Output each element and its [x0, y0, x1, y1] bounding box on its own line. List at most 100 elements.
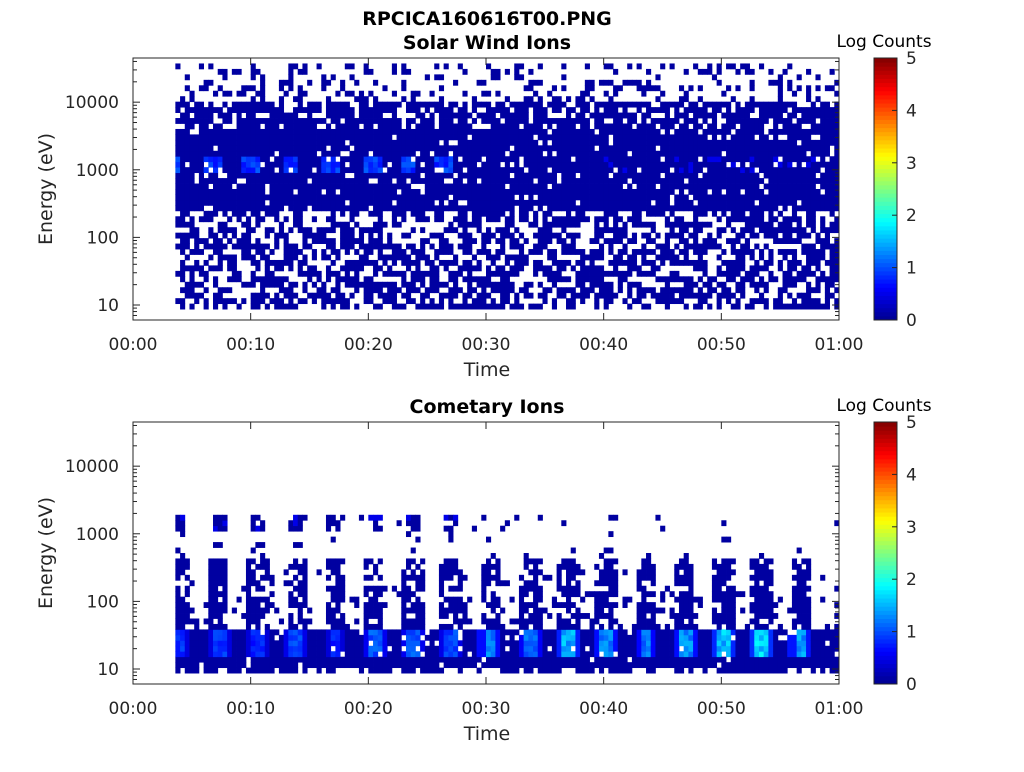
- heatmap-cell: [448, 113, 453, 119]
- heatmap-cell: [467, 238, 472, 244]
- heatmap-cell: [185, 107, 190, 113]
- heatmap-cell: [194, 167, 199, 173]
- heatmap-cell: [599, 178, 604, 184]
- heatmap-cell: [472, 238, 477, 244]
- heatmap-cell: [335, 282, 340, 288]
- heatmap-cell: [505, 173, 510, 179]
- heatmap-cell: [608, 113, 613, 119]
- heatmap-cell: [222, 233, 227, 239]
- heatmap-cell: [321, 646, 326, 652]
- heatmap-cell: [500, 124, 505, 130]
- heatmap-cell: [467, 156, 472, 162]
- heatmap-cell: [462, 124, 467, 130]
- heatmap-cell: [604, 91, 609, 97]
- heatmap-cell: [646, 102, 651, 108]
- heatmap-cell: [453, 80, 458, 86]
- heatmap-cell: [491, 151, 496, 157]
- heatmap-cell: [660, 255, 665, 261]
- heatmap-cell: [618, 249, 623, 255]
- heatmap-cell: [317, 640, 322, 646]
- heatmap-cell: [350, 216, 355, 222]
- heatmap-cell: [382, 102, 387, 108]
- heatmap-cell: [175, 216, 180, 222]
- heatmap-cell: [717, 102, 722, 108]
- heatmap-cell: [622, 222, 627, 228]
- heatmap-cell: [750, 151, 755, 157]
- heatmap-cell: [350, 244, 355, 250]
- heatmap-cell: [302, 662, 307, 668]
- heatmap-cell: [317, 129, 322, 135]
- heatmap-cell: [180, 205, 185, 211]
- heatmap-cell: [825, 227, 830, 233]
- heatmap-cell: [213, 624, 218, 630]
- heatmap-cell: [618, 238, 623, 244]
- heatmap-cell: [778, 227, 783, 233]
- heatmap-cell: [180, 271, 185, 277]
- heatmap-cell: [218, 608, 223, 614]
- heatmap-cell: [646, 80, 651, 86]
- heatmap-cell: [453, 124, 458, 130]
- heatmap-cell: [237, 216, 242, 222]
- colorbar-segment: [874, 83, 897, 88]
- heatmap-cell: [594, 271, 599, 277]
- heatmap-cell: [241, 162, 246, 168]
- heatmap-cell: [806, 118, 811, 124]
- heatmap-cell: [778, 85, 783, 91]
- heatmap-cell: [632, 298, 637, 304]
- heatmap-cell: [194, 151, 199, 157]
- heatmap-cell: [519, 200, 524, 206]
- heatmap-cell: [350, 265, 355, 271]
- heatmap-cell: [693, 107, 698, 113]
- heatmap-cell: [519, 145, 524, 151]
- heatmap-cell: [340, 597, 345, 603]
- colorbar-segment: [874, 156, 897, 161]
- heatmap-cell: [335, 151, 340, 157]
- heatmap-cell: [232, 211, 237, 217]
- heatmap-cell: [326, 167, 331, 173]
- heatmap-cell: [830, 276, 835, 282]
- colorbar-segment: [874, 218, 897, 223]
- heatmap-cell: [185, 558, 190, 564]
- heatmap-cell: [204, 167, 209, 173]
- heatmap-cell: [698, 304, 703, 310]
- heatmap-cell: [208, 189, 213, 195]
- heatmap-cell: [288, 597, 293, 603]
- heatmap-cell: [284, 216, 289, 222]
- heatmap-cell: [703, 222, 708, 228]
- heatmap-cell: [604, 293, 609, 299]
- heatmap-cell: [255, 216, 260, 222]
- heatmap-cell: [665, 282, 670, 288]
- heatmap-cell: [495, 74, 500, 80]
- heatmap-cell: [717, 282, 722, 288]
- heatmap-cell: [326, 102, 331, 108]
- heatmap-cell: [218, 69, 223, 75]
- heatmap-cell: [321, 134, 326, 140]
- heatmap-cell: [453, 129, 458, 135]
- heatmap-cell: [175, 205, 180, 211]
- heatmap-cell: [284, 140, 289, 146]
- heatmap-cell: [222, 211, 227, 217]
- heatmap-cell: [783, 151, 788, 157]
- heatmap-cell: [773, 304, 778, 310]
- heatmap-cell: [731, 238, 736, 244]
- heatmap-cell: [392, 222, 397, 228]
- heatmap-cell: [618, 276, 623, 282]
- heatmap-cell: [331, 140, 336, 146]
- heatmap-cell: [646, 184, 651, 190]
- heatmap-cell: [227, 635, 232, 641]
- heatmap-cell: [218, 178, 223, 184]
- heatmap-cell: [768, 211, 773, 217]
- heatmap-cell: [227, 184, 232, 190]
- heatmap-cell: [218, 184, 223, 190]
- heatmap-cell: [321, 205, 326, 211]
- heatmap-cell: [801, 200, 806, 206]
- heatmap-cell: [213, 602, 218, 608]
- heatmap-cell: [670, 134, 675, 140]
- heatmap-cell: [585, 194, 590, 200]
- heatmap-cell: [768, 69, 773, 75]
- heatmap-cell: [274, 156, 279, 162]
- heatmap-cell: [665, 238, 670, 244]
- heatmap-cell: [778, 107, 783, 113]
- heatmap-cell: [340, 162, 345, 168]
- heatmap-cell: [792, 194, 797, 200]
